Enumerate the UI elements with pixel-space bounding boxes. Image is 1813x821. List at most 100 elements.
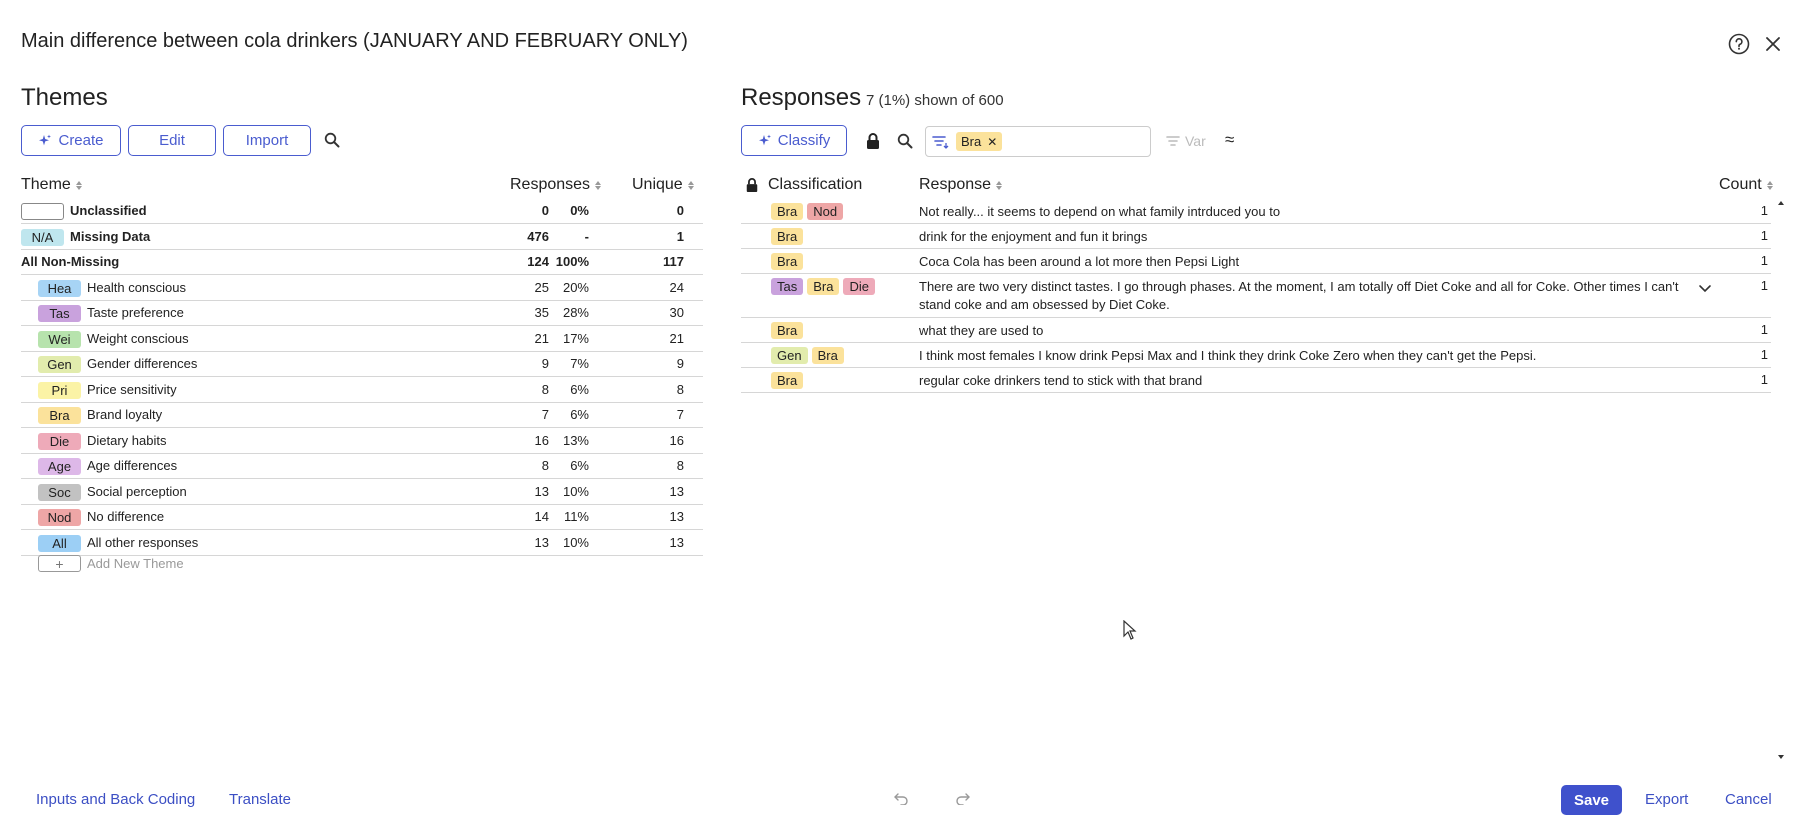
theme-count: 8: [541, 458, 549, 473]
response-row[interactable]: Bra Coca Cola has been around a lot more …: [741, 249, 1771, 274]
themes-search-icon[interactable]: [320, 128, 344, 152]
theme-row[interactable]: Soc Social perception 13 10% 13: [21, 480, 703, 505]
theme-row[interactable]: Pri Price sensitivity 8 6% 8: [21, 378, 703, 403]
redo-icon[interactable]: [955, 791, 971, 808]
response-count: 1: [1760, 253, 1768, 268]
help-icon[interactable]: [1727, 32, 1751, 56]
response-row[interactable]: Bra regular coke drinkers tend to stick w…: [741, 368, 1771, 393]
theme-label: All other responses: [87, 534, 199, 550]
response-row[interactable]: Bra drink for the enjoyment and fun it br…: [741, 224, 1771, 249]
close-icon[interactable]: [1761, 32, 1785, 56]
edit-button[interactable]: Edit: [128, 125, 216, 156]
theme-row[interactable]: Bra Brand loyalty 7 6% 7: [21, 403, 703, 428]
classification-tags: Tas Bra Die: [771, 278, 875, 295]
sparkle-icon: [758, 134, 771, 145]
theme-label: Dietary habits: [87, 432, 167, 448]
theme-pct: 6%: [570, 407, 589, 422]
cancel-link[interactable]: Cancel: [1725, 791, 1772, 808]
classification-tag[interactable]: Bra: [771, 228, 804, 245]
similarity-icon[interactable]: ≈: [1225, 130, 1235, 149]
theme-row[interactable]: All Non-Missing 124 100% 117: [21, 250, 703, 275]
theme-row[interactable]: All All other responses 13 10% 13: [21, 531, 703, 556]
theme-pct: 10%: [562, 483, 589, 499]
themes-title: Themes: [21, 84, 108, 111]
theme-row[interactable]: Age Age differences 8 6% 8: [21, 454, 703, 479]
classification-tag[interactable]: Bra: [771, 372, 804, 389]
plus-icon: +: [38, 555, 81, 572]
response-count: 1: [1760, 347, 1768, 362]
theme-row[interactable]: Unclassified 0 0% 0: [21, 199, 703, 224]
theme-tag: Tas: [38, 305, 81, 322]
theme-unique: 13: [669, 509, 684, 524]
chip-close-icon[interactable]: ✕: [987, 134, 998, 149]
classification-column-header[interactable]: Classification: [745, 176, 862, 194]
lock-icon[interactable]: [861, 129, 885, 153]
classification-header-label: Classification: [768, 176, 863, 193]
response-row[interactable]: Tas Bra Die There are two very distinct tas…: [741, 274, 1771, 318]
classification-tag[interactable]: Nod: [807, 203, 844, 220]
theme-row[interactable]: N/A Missing Data 476 - 1: [21, 225, 703, 250]
theme-tag: Pri: [38, 381, 81, 399]
classification-tag[interactable]: Bra: [807, 278, 840, 295]
classification-tag[interactable]: Bra: [811, 347, 844, 364]
sort-icon: [687, 180, 694, 190]
theme-unique: 24: [669, 279, 684, 295]
responses-search-icon[interactable]: [893, 129, 917, 153]
classification-tag[interactable]: Gen: [771, 347, 808, 364]
theme-unique: 21: [669, 330, 684, 346]
classification-tags: Bra: [771, 322, 804, 339]
classification-tag[interactable]: Bra: [771, 253, 804, 270]
filter-icon: [932, 135, 949, 149]
theme-tag: Age: [38, 458, 81, 475]
theme-pct: 13%: [562, 432, 589, 448]
filter-chip-bra[interactable]: Bra ✕: [956, 132, 1003, 151]
classification-tags: Bra Nod: [771, 203, 844, 220]
save-button[interactable]: Save: [1561, 785, 1622, 815]
classification-tag[interactable]: Bra: [771, 322, 804, 339]
scroll-up-icon[interactable]: [1778, 201, 1784, 205]
edit-button-label: Edit: [159, 132, 185, 149]
theme-row[interactable]: Hea Health conscious 25 20% 24: [21, 276, 703, 301]
theme-row[interactable]: Tas Taste preference 35 28% 30: [21, 301, 703, 326]
theme-row[interactable]: Die Dietary habits 16 13% 16: [21, 429, 703, 454]
dialog-title: Main difference between cola drinkers (J…: [21, 30, 688, 52]
response-row[interactable]: Gen Bra I think most females I know drink …: [741, 343, 1771, 368]
responses-column-header[interactable]: Responses: [510, 176, 602, 194]
scroll-down-icon[interactable]: [1778, 755, 1784, 759]
sort-icon: [75, 180, 82, 190]
theme-unique: 30: [669, 305, 684, 320]
theme-unique: 1: [676, 228, 684, 244]
theme-count: 124: [527, 254, 549, 269]
theme-unique: 117: [663, 254, 684, 269]
add-new-theme[interactable]: + Add New Theme: [38, 555, 184, 572]
unique-column-header[interactable]: Unique: [632, 176, 694, 194]
theme-row[interactable]: Wei Weight conscious 21 17% 21: [21, 327, 703, 352]
theme-label: Gender differences: [87, 356, 198, 371]
classify-button[interactable]: Classify: [741, 125, 847, 156]
classification-tag[interactable]: Bra: [771, 203, 804, 220]
theme-pct: 100%: [555, 254, 589, 269]
theme-row[interactable]: Gen Gender differences 9 7% 9: [21, 352, 703, 377]
classification-tag[interactable]: Die: [843, 278, 875, 295]
inputs-back-coding-link[interactable]: Inputs and Back Coding: [36, 791, 196, 808]
theme-row[interactable]: Nod No difference 14 11% 13: [21, 505, 703, 530]
theme-column-header[interactable]: Theme: [21, 176, 82, 194]
response-row[interactable]: Bra Nod Not really... it seems to depend o…: [741, 199, 1771, 224]
response-column-header[interactable]: Response: [919, 176, 1003, 194]
export-link[interactable]: Export: [1645, 791, 1689, 808]
response-count: 1: [1760, 228, 1768, 243]
create-button[interactable]: Create: [21, 125, 121, 156]
import-button[interactable]: Import: [223, 125, 311, 156]
classification-tag[interactable]: Tas: [771, 278, 804, 295]
theme-count: 21: [534, 330, 549, 346]
var-filter[interactable]: Var: [1166, 133, 1206, 149]
chevron-down-icon[interactable]: [1698, 282, 1712, 297]
response-row[interactable]: Bra what they are used to 1: [741, 318, 1771, 343]
sort-icon: [595, 180, 602, 190]
count-column-header[interactable]: Count: [1719, 176, 1773, 194]
undo-icon[interactable]: [893, 791, 909, 808]
theme-tag: [21, 203, 64, 220]
theme-filter-input[interactable]: Bra ✕: [925, 126, 1151, 157]
translate-link[interactable]: Translate: [229, 791, 291, 808]
theme-tag: Nod: [38, 509, 81, 526]
